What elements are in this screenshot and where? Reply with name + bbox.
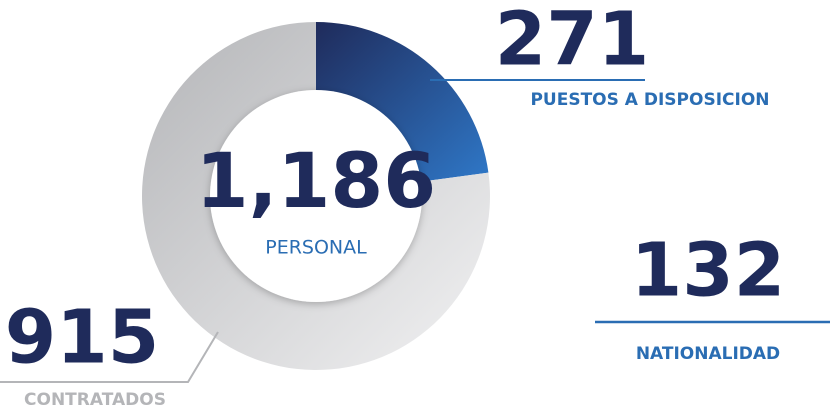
donut-segment: [141, 22, 490, 371]
total-caption: PERSONAL: [265, 237, 367, 259]
stat-value: 132: [631, 228, 785, 314]
donut-segment: [316, 22, 489, 183]
stat-label: NATIONALIDAD: [636, 344, 780, 364]
segment-value: 271: [495, 0, 649, 83]
segment-value: 915: [5, 295, 159, 381]
segment-label: PUESTOS A DISPOSICION: [530, 90, 769, 110]
total-value: 1,186: [196, 136, 436, 225]
segment-label: CONTRATADOS: [24, 390, 166, 408]
leader-line: [0, 331, 219, 383]
donut-hole: [210, 90, 422, 302]
